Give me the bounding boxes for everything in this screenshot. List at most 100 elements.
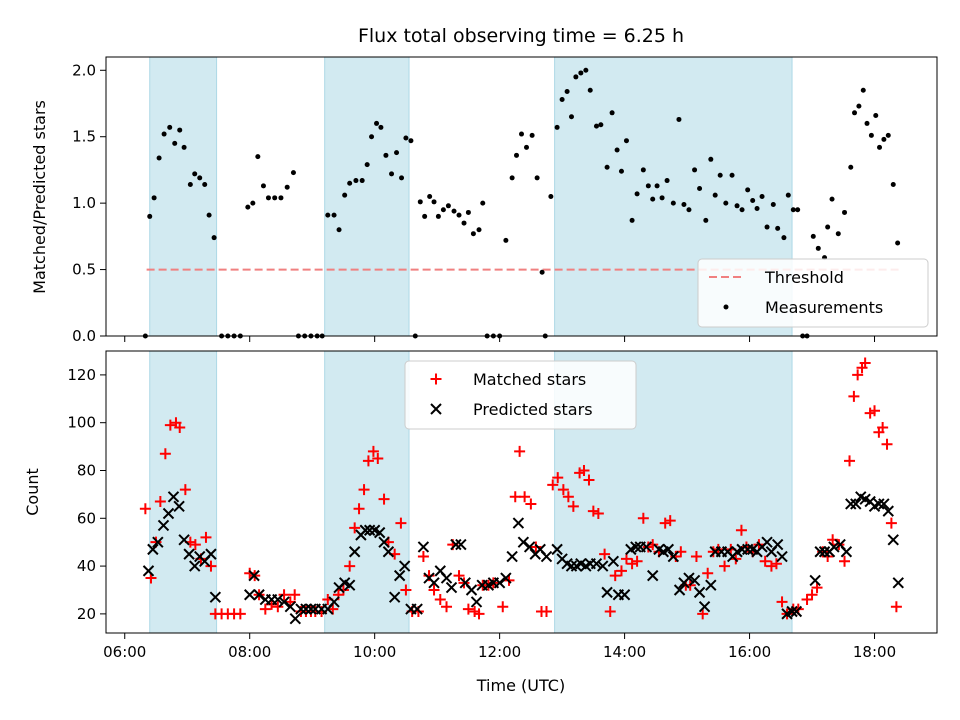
matched-star-marker xyxy=(395,517,407,529)
matched-star-marker xyxy=(759,555,771,567)
predicted-star-marker xyxy=(693,586,706,599)
matched-star-marker xyxy=(139,503,151,515)
measurement-point xyxy=(795,207,801,213)
predicted-star-marker xyxy=(607,555,620,568)
predicted-star-marker xyxy=(814,546,826,558)
matched-star-marker xyxy=(244,567,256,579)
measurement-point xyxy=(250,200,256,206)
matched-star-marker xyxy=(272,601,284,613)
predicted-star-marker xyxy=(887,534,899,546)
measurement-point xyxy=(172,140,178,146)
matched-star-marker xyxy=(154,496,166,508)
measurement-point xyxy=(408,138,414,144)
matched-star-marker xyxy=(869,405,881,417)
predicted-star-marker xyxy=(540,550,553,563)
predicted-star-marker xyxy=(388,591,401,603)
measurement-point xyxy=(770,201,776,207)
top-plot-frame xyxy=(105,56,938,337)
predicted-star-marker xyxy=(142,565,155,577)
predicted-star-marker xyxy=(417,541,430,553)
matched-star-marker xyxy=(234,608,246,620)
bottom-y-tick-label: 40 xyxy=(77,557,96,575)
measurement-point xyxy=(645,183,651,189)
x-axis-label: Time (UTC) xyxy=(476,676,565,695)
measurement-point xyxy=(503,237,509,243)
measurement-point xyxy=(593,123,599,129)
predicted-star-marker xyxy=(173,500,185,513)
matched-star-marker xyxy=(259,603,271,615)
matched-star-marker xyxy=(174,421,186,433)
measurement-point xyxy=(654,183,660,189)
measurement-point xyxy=(272,195,278,201)
predicted-star-marker xyxy=(147,543,159,556)
measurement-point xyxy=(729,172,735,178)
measurement-point xyxy=(347,180,353,186)
predicted-star-marker xyxy=(450,538,462,551)
matched-star-marker xyxy=(770,558,782,570)
measurement-point xyxy=(890,182,896,188)
x-tick-label: 14:00 xyxy=(603,643,646,661)
matched-legend-marker xyxy=(430,373,442,385)
top-y-tick-label: 1.0 xyxy=(72,194,96,212)
predicted-star-marker xyxy=(272,593,284,606)
predicted-star-marker xyxy=(618,589,631,601)
matched-star-marker xyxy=(462,603,474,615)
measurement-point xyxy=(519,131,524,137)
matched-star-marker xyxy=(547,479,559,491)
measurement-point xyxy=(785,192,791,198)
measurement-point xyxy=(885,132,891,138)
measurement-point xyxy=(681,201,687,207)
measurement-point xyxy=(539,269,545,275)
matched-star-marker xyxy=(164,419,176,431)
bottom-y-tick-label: 20 xyxy=(77,605,96,623)
x-tick-label: 10:00 xyxy=(353,643,396,661)
measurement-point xyxy=(598,122,604,128)
matched-star-marker xyxy=(735,524,747,536)
predicted-star-marker xyxy=(284,601,297,613)
measurement-point xyxy=(374,120,380,126)
matched-star-marker xyxy=(552,472,564,484)
matched-star-marker xyxy=(702,567,714,579)
matched-star-marker xyxy=(877,421,889,433)
measurement-point xyxy=(634,191,640,197)
top-legend-box xyxy=(697,258,929,328)
matched-star-marker xyxy=(434,594,446,606)
threshold-legend-label: Threshold xyxy=(764,268,844,287)
measurement-point xyxy=(708,156,714,162)
matched-star-marker xyxy=(697,608,709,620)
matched-star-marker xyxy=(719,560,731,572)
predicted-star-markers xyxy=(142,491,904,625)
predicted-star-marker xyxy=(512,517,525,529)
predicted-star-marker xyxy=(300,603,312,615)
bottom-y-tick-label: 60 xyxy=(77,509,96,527)
matched-star-marker xyxy=(378,493,390,505)
measurement-point xyxy=(750,197,756,203)
predicted-star-marker xyxy=(845,498,857,510)
predicted-star-marker xyxy=(630,541,642,553)
top-observing-intervals xyxy=(149,57,793,336)
matched-star-marker xyxy=(801,594,813,606)
measurement-point xyxy=(873,112,879,118)
predicted-star-marker xyxy=(393,569,406,582)
measurement-point xyxy=(211,235,217,241)
predicted-star-marker xyxy=(878,498,890,510)
predicted-star-marker xyxy=(698,601,711,613)
measurement-point xyxy=(422,213,428,219)
predicted-star-marker xyxy=(440,572,453,584)
predicted-star-marker xyxy=(305,603,317,615)
predicted-star-marker xyxy=(882,505,894,517)
matched-star-marker xyxy=(349,522,361,534)
matched-star-marker xyxy=(567,500,579,512)
measurement-point xyxy=(359,178,365,184)
predicted-star-marker xyxy=(428,577,440,589)
predicted-star-marker xyxy=(790,605,803,618)
measurement-point xyxy=(697,186,703,192)
bottom-y-tick-label: 100 xyxy=(67,414,96,432)
predicted-star-marker xyxy=(818,546,831,558)
measurement-point xyxy=(427,194,433,199)
measurement-point xyxy=(451,208,457,214)
matched-star-marker xyxy=(557,484,569,496)
measurement-point xyxy=(815,245,821,251)
predicted-star-marker xyxy=(850,498,862,510)
measurement-point xyxy=(835,231,841,237)
